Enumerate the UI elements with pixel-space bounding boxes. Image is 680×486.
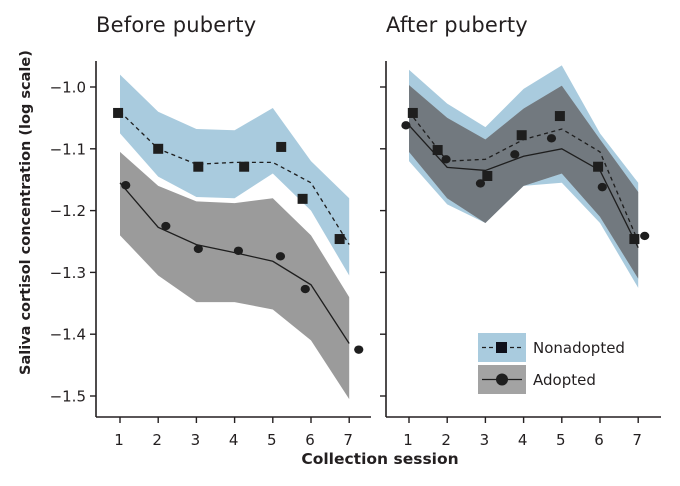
- legend: Nonadopted Adopted: [478, 333, 625, 397]
- x-tick-label: 7: [343, 431, 353, 449]
- data-point-adopted: [510, 150, 520, 159]
- data-point-nonadopted: [334, 234, 345, 245]
- data-point-adopted: [354, 345, 364, 354]
- data-point-nonadopted: [276, 141, 287, 152]
- data-point-adopted: [546, 134, 557, 143]
- data-point-nonadopted: [113, 107, 124, 118]
- data-point-nonadopted: [407, 107, 418, 118]
- x-tick-label: 2: [152, 431, 162, 449]
- ci-band-overlap: [409, 85, 639, 279]
- legend-item-nonadopted: Nonadopted: [478, 333, 625, 362]
- data-point-adopted: [161, 221, 171, 231]
- y-tick-label: −1.0: [50, 79, 86, 97]
- y-tick-label: −1.3: [50, 264, 86, 282]
- ci-band-adopted: [120, 151, 350, 400]
- data-point-adopted: [401, 121, 411, 130]
- data-point-nonadopted: [432, 145, 443, 156]
- x-tick-label: 3: [480, 431, 490, 449]
- data-point-nonadopted: [593, 161, 604, 172]
- circle-marker-icon: [482, 373, 522, 386]
- y-tick-label: −1.5: [50, 388, 86, 406]
- legend-item-adopted: Adopted: [478, 365, 625, 394]
- x-tick-label: 4: [518, 431, 528, 449]
- x-axis-label: Collection session: [301, 450, 459, 468]
- data-point-adopted: [121, 181, 131, 190]
- x-tick-label: 3: [191, 431, 201, 449]
- data-point-nonadopted: [297, 193, 308, 204]
- data-point-nonadopted: [554, 111, 565, 122]
- data-point-adopted: [475, 179, 486, 188]
- x-tick-label: 4: [229, 431, 239, 449]
- data-point-adopted: [300, 284, 310, 294]
- legend-swatch-adopted: [478, 365, 526, 394]
- x-tick-label: 2: [441, 431, 451, 449]
- panel-after-puberty: 1 2 3 4 5 6 7: [380, 61, 661, 449]
- y-tick-label: −1.1: [50, 140, 86, 158]
- square-marker-icon: [482, 342, 522, 353]
- data-point-nonadopted: [482, 170, 493, 181]
- data-point-adopted: [640, 231, 650, 241]
- data-point-adopted: [275, 252, 286, 261]
- data-point-adopted: [193, 244, 203, 254]
- data-point-adopted: [597, 182, 607, 192]
- legend-swatch-nonadopted: [478, 333, 526, 362]
- legend-label-adopted: Adopted: [533, 370, 596, 389]
- panel-before-puberty: −1.0 −1.1 −1.2 −1.3 −1.4 −1.5 1 2 3 4 5 6 7: [50, 61, 371, 449]
- panel-title-before: Before puberty: [96, 13, 257, 37]
- panel-title-after: After puberty: [386, 13, 528, 37]
- ci-band-nonadopted: [120, 74, 350, 276]
- y-axis-label: Saliva cortisol concentration (log scale…: [18, 50, 34, 375]
- data-point-nonadopted: [193, 161, 204, 172]
- x-tick-label: 6: [305, 431, 315, 449]
- x-tick-label: 1: [403, 431, 413, 449]
- data-point-nonadopted: [629, 234, 640, 245]
- x-tick-label: 1: [114, 431, 124, 449]
- x-tick-label: 5: [267, 431, 277, 449]
- y-tick-label: −1.4: [50, 326, 86, 344]
- data-point-adopted: [233, 246, 244, 255]
- x-tick-label: 7: [632, 431, 642, 449]
- data-point-nonadopted: [516, 130, 527, 141]
- data-point-nonadopted: [153, 143, 164, 154]
- data-point-nonadopted: [239, 161, 250, 172]
- x-tick-label: 5: [556, 431, 566, 449]
- data-point-adopted: [441, 155, 451, 164]
- legend-label-nonadopted: Nonadopted: [533, 338, 625, 357]
- x-tick-label: 6: [594, 431, 604, 449]
- y-tick-label: −1.2: [50, 202, 86, 220]
